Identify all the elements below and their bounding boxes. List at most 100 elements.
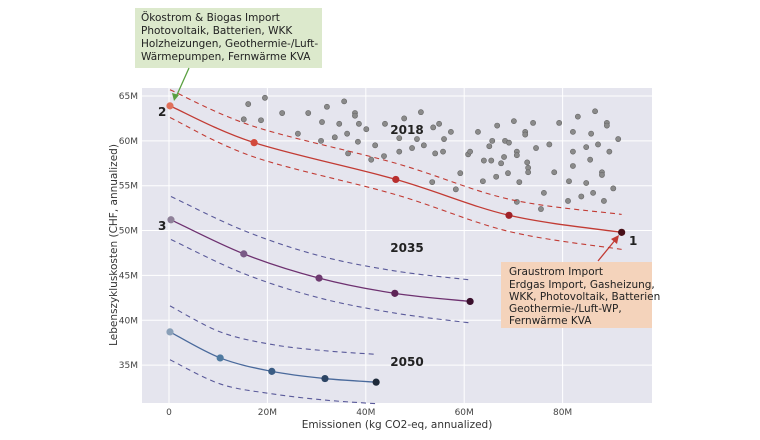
annotation-line: Photovoltaik, Batterien, WKK bbox=[141, 25, 293, 37]
scatter-point bbox=[489, 137, 496, 144]
scatter-point bbox=[409, 145, 415, 151]
x-axis-ticks: 0 20M 40M 60M 80M bbox=[166, 408, 572, 418]
y-tick-label: 35M bbox=[119, 361, 138, 371]
annotation-line: Graustrom Import bbox=[509, 266, 603, 278]
lower-band-2035 bbox=[170, 239, 471, 324]
pareto-point-2050 bbox=[216, 354, 224, 362]
scatter-point bbox=[583, 180, 590, 186]
scatter-point bbox=[305, 110, 312, 116]
pareto-point-2018 bbox=[392, 175, 400, 184]
scatter-point bbox=[467, 148, 474, 155]
scatter-point bbox=[341, 98, 348, 105]
scatter-point bbox=[603, 122, 610, 129]
scatter-point bbox=[363, 126, 370, 133]
scatter-point bbox=[494, 122, 501, 129]
y-tick-label: 40M bbox=[119, 316, 138, 326]
annotation-line: Holzheizungen, Geothermie-/Luft- bbox=[141, 38, 318, 50]
scatter-point bbox=[570, 148, 576, 155]
upper-band-2050 bbox=[169, 305, 377, 355]
scatter-point bbox=[488, 157, 495, 164]
scatter-point bbox=[240, 116, 247, 123]
scatter-point bbox=[295, 130, 301, 137]
scatter-point bbox=[436, 120, 443, 127]
pareto-point-2035 bbox=[167, 216, 175, 224]
series-label-2018: 2018 bbox=[390, 123, 423, 137]
annotation-arrow bbox=[597, 238, 617, 262]
y-tick-label: 45M bbox=[119, 271, 138, 281]
annotation-line: WKK, Photovoltaik, Batterien bbox=[509, 291, 660, 303]
scatter-point bbox=[441, 136, 447, 142]
pareto-point-2050 bbox=[372, 378, 380, 386]
annotation-line: Geothermie-/Luft-WP, bbox=[509, 303, 622, 315]
series-label-2035: 2035 bbox=[390, 241, 423, 255]
scatter-point bbox=[592, 108, 598, 115]
scatter-point bbox=[566, 178, 572, 185]
scatter-point bbox=[501, 154, 507, 160]
scatter-point bbox=[382, 120, 388, 127]
scatter-point bbox=[513, 152, 520, 159]
series-2035 bbox=[167, 195, 474, 324]
scatter-point bbox=[516, 179, 523, 186]
scatter-point bbox=[352, 112, 358, 119]
scatter-point bbox=[506, 139, 512, 146]
scatter-point bbox=[546, 141, 553, 148]
scatter-point bbox=[372, 142, 379, 149]
scatter-point bbox=[475, 128, 481, 135]
point-label-3: 3 bbox=[158, 219, 166, 233]
scatter-point bbox=[401, 115, 408, 122]
scatter-point bbox=[418, 109, 424, 116]
arrow-head-icon bbox=[611, 235, 619, 244]
scatter-point bbox=[355, 138, 361, 145]
scatter-point bbox=[319, 119, 325, 125]
scatter-point bbox=[522, 131, 529, 138]
upper-band-2035 bbox=[170, 195, 471, 281]
lower-band-2018 bbox=[169, 117, 622, 250]
scatter-point bbox=[556, 120, 563, 126]
scatter-point bbox=[324, 103, 330, 110]
pareto-point-2050 bbox=[166, 328, 174, 336]
scatter-point bbox=[279, 110, 286, 116]
series-2018 bbox=[166, 89, 626, 250]
pareto-point-2035 bbox=[240, 250, 248, 258]
annotation-oekostrom: Ökostrom & Biogas Import Photovoltaik, B… bbox=[135, 8, 322, 101]
scatter-point bbox=[599, 172, 605, 178]
scatter-point bbox=[258, 117, 264, 124]
pareto-point-2018 bbox=[505, 211, 513, 219]
y-tick-label: 65M bbox=[119, 92, 138, 102]
lower-band-2050 bbox=[169, 359, 377, 405]
scatter-point bbox=[262, 94, 268, 101]
x-axis-title: Emissionen (kg CO2-eq, annualized) bbox=[302, 419, 493, 431]
scatter-point bbox=[245, 101, 252, 107]
scatter-point bbox=[505, 170, 511, 177]
scatter-point bbox=[538, 206, 544, 212]
scatter-point bbox=[587, 156, 594, 163]
annotation-box bbox=[501, 262, 652, 328]
scatter-point bbox=[541, 189, 547, 196]
scatter-point bbox=[368, 156, 375, 163]
scatter-point bbox=[601, 198, 607, 204]
arrow-head-icon bbox=[172, 93, 179, 101]
y-tick-label: 55M bbox=[119, 182, 138, 192]
scatter-point bbox=[493, 173, 500, 180]
x-tick-label: 60M bbox=[455, 408, 474, 418]
pareto-point-2050 bbox=[268, 367, 276, 375]
scatter-point bbox=[345, 150, 351, 157]
scatter-point bbox=[448, 128, 454, 135]
scatter-point bbox=[595, 141, 601, 148]
point-label-2: 2 bbox=[158, 105, 166, 119]
pareto-point-2035 bbox=[391, 289, 399, 297]
scatter-point bbox=[610, 185, 617, 192]
pareto-point-2018 bbox=[250, 139, 258, 147]
pareto-point-2035 bbox=[466, 297, 474, 306]
scatter-point bbox=[574, 113, 581, 120]
scatter-point bbox=[578, 193, 585, 200]
pareto-point-2018 bbox=[618, 228, 626, 236]
scatter-point bbox=[396, 135, 403, 142]
scatter-point bbox=[344, 130, 351, 137]
annotation-line: Wärmepumpen, Fernwärme KVA bbox=[141, 51, 311, 63]
annotation-box bbox=[135, 8, 322, 68]
scatter-point bbox=[525, 169, 532, 176]
scatter-point bbox=[565, 198, 571, 204]
y-axis-title: Lebenszykluskosten (CHF, annualized) bbox=[108, 144, 120, 346]
